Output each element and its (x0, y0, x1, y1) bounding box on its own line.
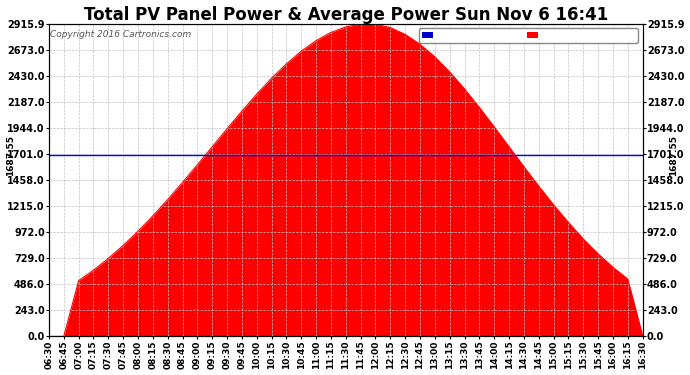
Legend: Average (DC Watts), PV Panels (DC Watts): Average (DC Watts), PV Panels (DC Watts) (420, 28, 638, 43)
Text: 1687.55: 1687.55 (669, 135, 678, 176)
Text: Copyright 2016 Cartronics.com: Copyright 2016 Cartronics.com (50, 30, 191, 39)
Text: 1687.55: 1687.55 (6, 135, 14, 176)
Title: Total PV Panel Power & Average Power Sun Nov 6 16:41: Total PV Panel Power & Average Power Sun… (83, 6, 608, 24)
